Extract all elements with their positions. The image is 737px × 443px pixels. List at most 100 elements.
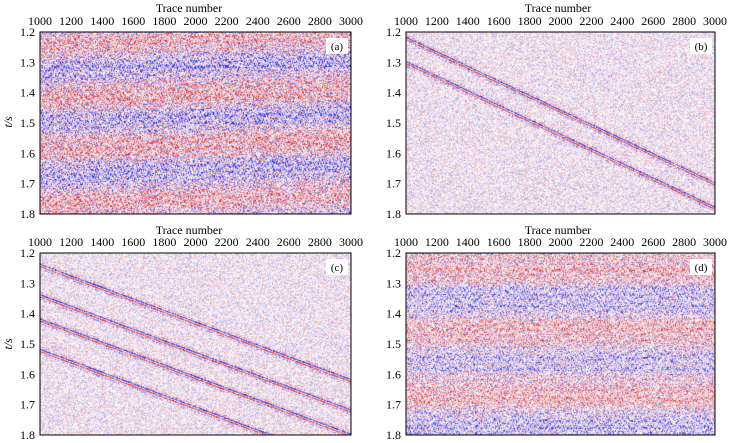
y-tick-label: 1.3 [386, 276, 401, 290]
y-tick-label: 1.4 [386, 86, 401, 100]
x-tick-label: 2400 [610, 235, 634, 249]
y-tick-label: 1.8 [386, 207, 401, 221]
x-tick-label: 2000 [184, 14, 208, 28]
x-axis-title: Trace number [156, 1, 223, 15]
y-tick-label: 1.4 [20, 86, 35, 100]
x-tick-label: 2000 [184, 235, 208, 249]
x-tick-label: 1000 [394, 235, 418, 249]
plot-frame [405, 252, 716, 436]
panel-b: Trace number 1000 1200 1400 1600 1800 2000 220… [386, 1, 727, 221]
x-tick-label: 1000 [28, 14, 52, 28]
y-tick-label: 1.5 [20, 337, 35, 351]
y-axis-title: t/s [1, 116, 15, 128]
x-tick-label: 1000 [394, 14, 418, 28]
seismic-amplitude-image [406, 253, 715, 435]
x-tick-label: 1400 [90, 235, 114, 249]
y-axis-title: t/s [1, 338, 15, 350]
x-tick-labels: 1000 1200 1400 1600 1800 2000 2200 2400 2600 2800… [28, 235, 363, 256]
y-tick-label: 1.8 [386, 428, 401, 442]
x-tick-labels: 1000 1200 1400 1600 1800 2000 2200 2400 2600 2800… [394, 14, 727, 35]
x-tick-label: 2400 [246, 235, 270, 249]
x-tick-label: 2800 [672, 235, 696, 249]
seismic-amplitude-image [40, 253, 351, 435]
y-tick-label: 1.4 [386, 307, 401, 321]
panel-tag: (b) [695, 41, 708, 53]
y-tick-labels: 1.2 1.3 1.4 1.5 1.6 1.7 1.8 [386, 246, 409, 442]
x-axis-title: Trace number [156, 223, 223, 237]
y-tick-labels: 1.2 1.3 1.4 1.5 1.6 1.7 1.8 [20, 25, 43, 221]
panel-c: Trace number 1000 1200 1400 1600 1800 2000 220… [1, 223, 363, 442]
y-tick-label: 1.2 [386, 246, 401, 260]
x-tick-label: 1800 [152, 235, 176, 249]
y-tick-label: 1.6 [20, 367, 35, 381]
y-tick-label: 1.2 [20, 25, 35, 39]
y-tick-label: 1.8 [20, 428, 35, 442]
y-tick-label: 1.6 [386, 367, 401, 381]
panel-a: Trace number 1000 1200 1400 1600 1800 2000 220… [1, 1, 363, 221]
plot-frame [405, 31, 716, 215]
x-tick-label: 2800 [308, 14, 332, 28]
x-tick-label: 3000 [703, 235, 727, 249]
x-tick-label: 2200 [579, 14, 603, 28]
panel-tag: (c) [331, 262, 344, 274]
x-tick-label: 1800 [152, 14, 176, 28]
y-tick-label: 1.4 [20, 307, 35, 321]
panel-tag-bg [326, 259, 348, 275]
x-tick-label: 1800 [518, 235, 542, 249]
y-tick-label: 1.2 [20, 246, 35, 260]
x-tick-label: 1800 [518, 14, 542, 28]
y-tick-labels: 1.2 1.3 1.4 1.5 1.6 1.7 1.8 [386, 25, 409, 221]
panel-tag-bg [690, 38, 712, 54]
x-tick-label: 2400 [610, 14, 634, 28]
x-tick-label: 2200 [579, 235, 603, 249]
seismic-amplitude-image [40, 32, 351, 214]
y-tick-label: 1.7 [20, 177, 35, 191]
x-tick-label: 1000 [28, 235, 52, 249]
x-tick-label: 1200 [425, 235, 449, 249]
x-tick-label: 1400 [456, 14, 480, 28]
seismic-amplitude-image [406, 32, 715, 214]
y-tick-label: 1.5 [386, 337, 401, 351]
x-axis-title: Trace number [525, 1, 592, 15]
x-tick-labels: 1000 1200 1400 1600 1800 2000 2200 2400 2600 2800… [28, 14, 363, 35]
x-tick-label: 2600 [277, 14, 301, 28]
heatmap-area [406, 253, 715, 435]
y-tick-label: 1.3 [386, 55, 401, 69]
x-tick-label: 1600 [121, 14, 145, 28]
x-tick-label: 2200 [215, 235, 239, 249]
x-tick-label: 1400 [456, 235, 480, 249]
heatmap-area [40, 32, 351, 214]
x-tick-label: 2800 [672, 14, 696, 28]
x-tick-label: 1200 [59, 235, 83, 249]
x-tick-label: 1200 [425, 14, 449, 28]
x-tick-label: 1600 [487, 14, 511, 28]
y-tick-label: 1.7 [386, 177, 401, 191]
plot-frame [39, 252, 352, 436]
y-tick-label: 1.7 [386, 398, 401, 412]
y-tick-label: 1.7 [20, 398, 35, 412]
x-tick-label: 2200 [215, 14, 239, 28]
x-tick-label: 2600 [641, 14, 665, 28]
y-tick-label: 1.6 [20, 146, 35, 160]
x-tick-label: 1600 [487, 235, 511, 249]
x-tick-label: 1400 [90, 14, 114, 28]
y-tick-label: 1.6 [386, 146, 401, 160]
y-tick-label: 1.5 [386, 116, 401, 130]
y-tick-label: 1.3 [20, 276, 35, 290]
x-tick-label: 2800 [308, 235, 332, 249]
heatmap-area [406, 32, 715, 214]
x-tick-labels: 1000 1200 1400 1600 1800 2000 2200 2400 2600 2800… [394, 235, 727, 256]
y-tick-label: 1.2 [386, 25, 401, 39]
panel-tag: (d) [695, 262, 708, 274]
x-axis-title: Trace number [525, 223, 592, 237]
x-tick-label: 1200 [59, 14, 83, 28]
heatmap-area [40, 253, 351, 435]
x-tick-label: 3000 [703, 14, 727, 28]
x-tick-label: 2400 [246, 14, 270, 28]
y-tick-label: 1.3 [20, 55, 35, 69]
x-tick-label: 3000 [339, 14, 363, 28]
x-tick-label: 3000 [339, 235, 363, 249]
x-tick-label: 2000 [549, 14, 573, 28]
y-tick-label: 1.8 [20, 207, 35, 221]
